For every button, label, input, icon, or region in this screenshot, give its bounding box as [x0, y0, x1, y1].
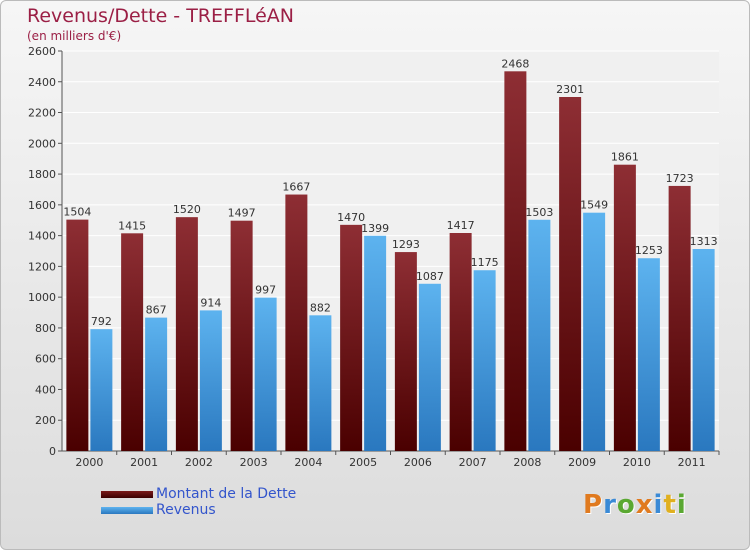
data-label-revenus: 867	[146, 304, 167, 317]
legend-label-revenus: Revenus	[156, 502, 216, 518]
bar-dette	[175, 217, 198, 451]
data-label-dette: 1417	[447, 219, 475, 232]
data-label-revenus: 1175	[471, 256, 499, 269]
bar-revenus	[145, 317, 168, 451]
bar-revenus	[692, 249, 715, 451]
chart-subtitle: (en milliers d'€)	[27, 29, 122, 43]
data-label-revenus: 1313	[690, 235, 718, 248]
x-tick-label: 2003	[240, 456, 268, 469]
y-tick-label: 2600	[28, 45, 56, 58]
y-tick-label: 1400	[28, 230, 56, 243]
data-label-dette: 2468	[501, 57, 529, 70]
x-tick-label: 2009	[568, 456, 596, 469]
x-tick-label: 2008	[513, 456, 541, 469]
y-tick-label: 1800	[28, 168, 56, 181]
bar-dette	[668, 185, 691, 451]
data-label-dette: 1520	[173, 203, 201, 216]
legend-label-dette: Montant de la Dette	[156, 486, 297, 502]
y-tick-label: 1000	[28, 291, 56, 304]
bar-revenus	[583, 212, 606, 451]
x-tick-label: 2001	[130, 456, 158, 469]
data-label-dette: 1497	[228, 207, 256, 220]
data-label-revenus: 997	[255, 284, 276, 297]
y-tick-label: 200	[35, 414, 56, 427]
x-tick-label: 2005	[349, 456, 377, 469]
bar-dette	[121, 233, 144, 451]
bar-revenus	[254, 297, 277, 451]
x-tick-label: 2011	[678, 456, 706, 469]
data-label-dette: 1293	[392, 238, 420, 251]
data-label-dette: 2301	[556, 83, 584, 96]
x-tick-label: 2010	[623, 456, 651, 469]
bar-dette	[394, 252, 417, 451]
data-label-dette: 1667	[282, 181, 310, 194]
bar-revenus	[473, 270, 496, 451]
bar-dette	[230, 220, 253, 451]
data-label-revenus: 1253	[635, 244, 663, 257]
bar-dette	[613, 164, 636, 451]
data-label-dette: 1470	[337, 211, 365, 224]
bar-revenus	[528, 219, 551, 451]
bar-revenus	[637, 258, 660, 451]
x-tick-label: 2007	[459, 456, 487, 469]
data-label-revenus: 882	[310, 301, 331, 314]
legend-swatch-dette	[101, 491, 153, 498]
data-label-revenus: 1399	[361, 222, 389, 235]
bar-revenus	[199, 310, 222, 451]
chart-title: Revenus/Dette - TREFFLéAN	[27, 5, 295, 27]
legend-swatch-revenus	[101, 507, 153, 514]
data-label-dette: 1861	[611, 151, 639, 164]
bar-dette	[66, 219, 89, 451]
data-label-dette: 1504	[63, 206, 91, 219]
x-tick-label: 2004	[294, 456, 322, 469]
y-tick-label: 2200	[28, 107, 56, 120]
x-tick-label: 2002	[185, 456, 213, 469]
data-label-dette: 1723	[666, 172, 694, 185]
plot-area	[62, 51, 719, 451]
y-tick-label: 2400	[28, 76, 56, 89]
y-tick-label: 600	[35, 353, 56, 366]
data-label-revenus: 1549	[580, 199, 608, 212]
data-label-revenus: 1503	[525, 206, 553, 219]
data-label-revenus: 914	[200, 296, 221, 309]
bar-dette	[340, 224, 363, 451]
bar-dette	[449, 233, 472, 451]
bar-revenus	[90, 329, 113, 451]
x-tick-label: 2000	[75, 456, 103, 469]
data-label-dette: 1415	[118, 219, 146, 232]
bar-revenus	[418, 283, 441, 451]
x-tick-label: 2006	[404, 456, 432, 469]
y-tick-label: 1200	[28, 260, 56, 273]
bar-dette	[559, 97, 582, 451]
bar-revenus	[309, 315, 332, 451]
bar-revenus	[364, 235, 387, 451]
bar-dette	[285, 194, 308, 452]
data-label-revenus: 1087	[416, 270, 444, 283]
y-tick-label: 0	[49, 445, 56, 458]
y-tick-label: 400	[35, 383, 56, 396]
y-tick-label: 1600	[28, 199, 56, 212]
y-tick-label: 800	[35, 322, 56, 335]
proxiti-logo: Proxiti	[583, 490, 687, 520]
y-tick-label: 2000	[28, 137, 56, 150]
bar-dette	[504, 71, 527, 452]
data-label-revenus: 792	[91, 315, 112, 328]
